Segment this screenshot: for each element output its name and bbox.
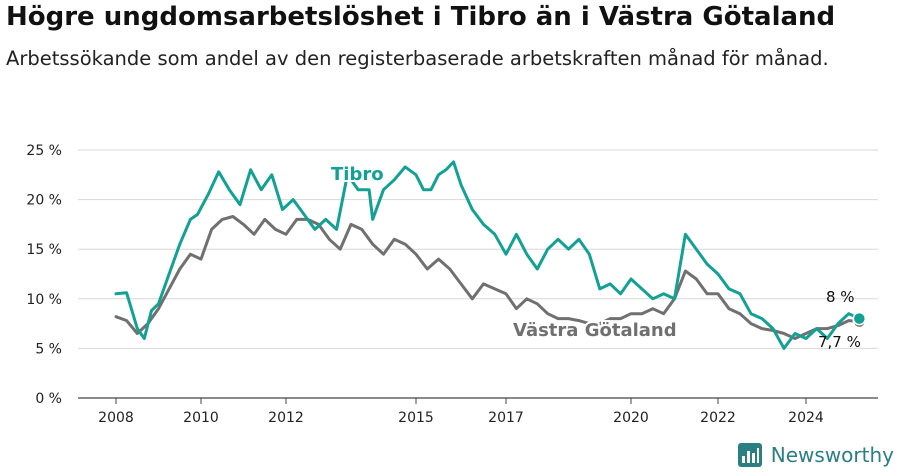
x-tick-label: 2017	[488, 410, 524, 426]
y-tick-label: 10 %	[26, 292, 62, 308]
series-label-tibro: Tibro	[331, 164, 384, 185]
chart-title: Högre ungdomsarbetslöshet i Tibro än i V…	[6, 2, 836, 32]
y-tick-label: 25 %	[26, 143, 62, 159]
last-value-label-vastra-gotaland: 7,7 %	[818, 333, 861, 351]
x-tick-label: 2020	[613, 410, 649, 426]
brand-name: Newsworthy	[770, 443, 894, 467]
y-tick-label: 20 %	[26, 193, 62, 209]
series-line-tibro	[114, 160, 861, 350]
newsworthy-logo-icon	[737, 443, 762, 467]
brand: Newsworthy	[737, 442, 894, 468]
chart-subtitle: Arbetssökande som andel av den registerb…	[6, 47, 829, 70]
series-label-vastra-gotaland: Västra Götaland	[513, 320, 677, 341]
y-tick-label: 5 %	[35, 341, 62, 357]
x-tick-label: 2008	[98, 410, 134, 426]
end-point-tibro	[852, 311, 867, 326]
x-tick-label: 2012	[268, 410, 304, 426]
x-tick-label: 2010	[183, 410, 219, 426]
x-tick-label: 2015	[398, 410, 434, 426]
last-value-label-tibro: 8 %	[826, 288, 855, 306]
x-tick-label: 2024	[788, 410, 824, 426]
y-tick-label: 0 %	[35, 391, 62, 407]
y-tick-label: 15 %	[26, 242, 62, 258]
series-line-vastra-gotaland	[114, 215, 861, 340]
x-tick-label: 2022	[700, 410, 736, 426]
